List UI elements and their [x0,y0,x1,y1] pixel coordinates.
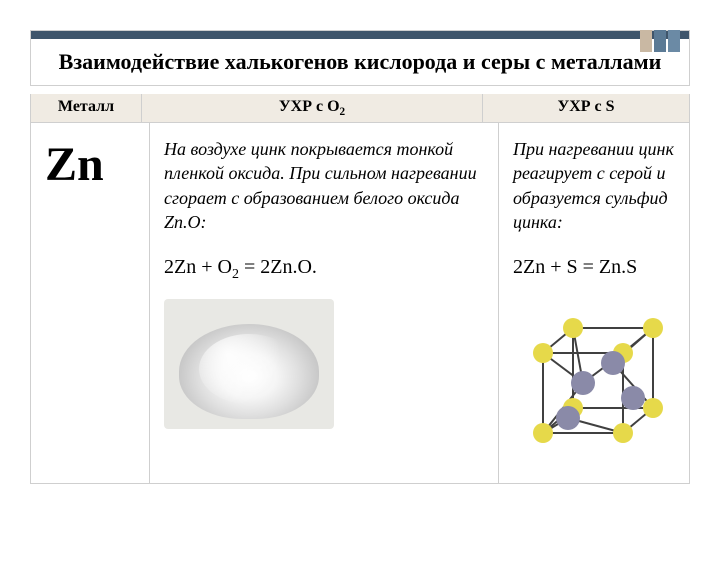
cell-s: При нагревании цинк реагирует с серой и … [499,123,697,483]
accent-bar [654,30,666,52]
title-bar [31,31,689,39]
o2-equation: 2Zn + O2 = 2Zn.O. [164,256,484,283]
accent-bar [668,30,680,52]
zno-powder-image [164,299,334,429]
header-o2: УХР с О2 [142,94,483,122]
header-o2-text: УХР с О [279,98,340,115]
header-metal: Металл [31,94,142,122]
o2-eq-right: = 2Zn.O. [239,256,317,278]
zns-crystal-structure [513,303,683,463]
crystal-svg [513,303,683,463]
s-description: При нагревании цинк реагирует с серой и … [513,137,683,234]
metal-symbol: Zn [31,123,150,483]
title-box: Взаимодействие халькогенов кислорода и с… [30,30,690,86]
table-header-row: Металл УХР с О2 УХР с S [31,94,689,122]
top-accent-bars [640,30,680,52]
page-title: Взаимодействие халькогенов кислорода и с… [31,39,689,85]
o2-eq-sub: 2 [232,267,239,282]
cell-o2: На воздухе цинк покрывается тонкой пленк… [150,123,499,483]
header-o2-sub: 2 [340,106,346,118]
table-row: Zn На воздухе цинк покрывается тонкой пл… [31,122,689,483]
o2-description: На воздухе цинк покрывается тонкой пленк… [164,137,484,234]
powder-pile [179,324,319,419]
accent-bar [640,30,652,52]
s-equation: 2Zn + S = Zn.S [513,256,683,279]
chem-table: Металл УХР с О2 УХР с S Zn На воздухе ци… [30,94,690,484]
header-s: УХР с S [483,94,689,122]
o2-eq-left: 2Zn + O [164,256,232,278]
